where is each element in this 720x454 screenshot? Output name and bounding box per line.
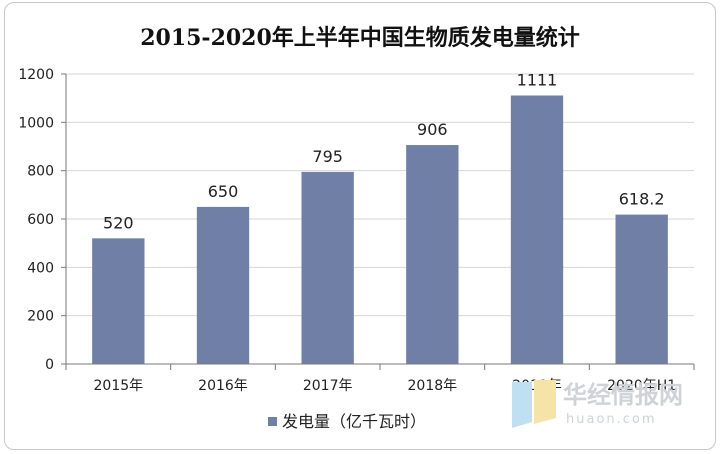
bars	[92, 95, 668, 364]
y-tick-label: 1200	[18, 67, 54, 83]
legend-swatch	[268, 417, 277, 426]
watermark-logo-right	[534, 380, 556, 424]
gridlines	[66, 73, 694, 317]
bar	[92, 238, 145, 364]
bar	[196, 206, 250, 364]
bar	[301, 171, 354, 364]
chart-frame	[4, 2, 716, 450]
y-tick-label: 600	[27, 212, 54, 228]
bar	[406, 145, 459, 364]
bar	[510, 95, 564, 364]
y-axis: 0 200 400 600 800 1000 1200	[18, 67, 67, 373]
data-labels: 520 650 795 906 1111 618.2	[103, 71, 665, 233]
legend-label: 发电量（亿千瓦时）	[282, 412, 426, 431]
x-tick-label: 2018年	[408, 378, 458, 394]
y-tick-label: 200	[27, 309, 54, 325]
data-label: 520	[103, 213, 134, 232]
data-label: 650	[208, 182, 239, 201]
x-tick-label: 2016年	[198, 378, 248, 394]
x-tick-label: 2015年	[94, 378, 144, 394]
watermark-site: huaon.com	[566, 412, 657, 427]
data-label: 618.2	[619, 190, 665, 209]
data-label: 1111	[517, 71, 558, 90]
watermark-logo-left	[512, 382, 532, 428]
legend: 发电量（亿千瓦时）	[268, 412, 426, 431]
chart-title: 2015-2020年上半年中国生物质发电量统计	[140, 25, 580, 51]
watermark: 华经情报网 huaon.com	[512, 380, 683, 428]
y-tick-label: 1000	[18, 115, 54, 131]
data-label: 795	[312, 147, 343, 166]
x-tick-label: 2017年	[303, 378, 353, 394]
bar	[615, 214, 668, 364]
watermark-name: 华经情报网	[563, 381, 683, 409]
data-label: 906	[417, 120, 448, 139]
y-tick-label: 800	[27, 164, 54, 180]
x-tick-label: 2020年H1	[607, 378, 676, 394]
y-tick-label: 0	[45, 357, 54, 373]
y-tick-label: 400	[27, 260, 54, 276]
